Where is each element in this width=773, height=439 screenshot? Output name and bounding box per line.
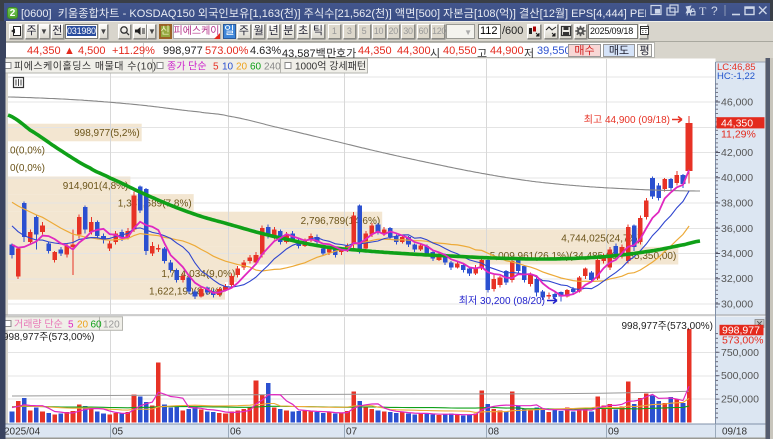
svg-text:120: 120 [103, 320, 120, 331]
svg-text:11,29%: 11,29% [721, 129, 756, 141]
svg-text:2025/04: 2025/04 [4, 427, 41, 438]
svg-text:LC:46,85: LC:46,85 [717, 62, 756, 73]
svg-text:36,000: 36,000 [721, 223, 753, 235]
svg-text:1000억 강세패턴: 1000억 강세패턴 [295, 61, 366, 73]
svg-text:최고 44,900 (09/18): 최고 44,900 (09/18) [584, 114, 670, 126]
svg-text:10: 10 [222, 62, 234, 73]
svg-text:42,000: 42,000 [721, 147, 753, 159]
svg-text:250,000: 250,000 [721, 394, 759, 406]
svg-text:06: 06 [230, 427, 242, 438]
svg-text:240: 240 [264, 62, 281, 73]
svg-text:피에스케이홀딩스 매물대 수(10): 피에스케이홀딩스 매물대 수(10) [14, 60, 157, 73]
svg-text:998,977주(573,00%): 998,977주(573,00%) [3, 332, 95, 343]
svg-text:1,387,689(7,8%): 1,387,689(7,8%) [118, 198, 192, 209]
svg-text:1,622,190(8,5%): 1,622,190(8,5%) [149, 286, 223, 297]
svg-text:60: 60 [250, 62, 262, 73]
svg-text:998,977: 998,977 [722, 325, 760, 337]
svg-text:38,000: 38,000 [721, 198, 753, 210]
svg-text:750,000: 750,000 [721, 347, 759, 359]
svg-text:09: 09 [608, 427, 620, 438]
svg-text:09/18: 09/18 [722, 427, 747, 438]
svg-text:573,00%: 573,00% [722, 335, 763, 347]
svg-text:44,350: 44,350 [721, 117, 753, 129]
svg-text:05: 05 [112, 427, 124, 438]
svg-text:30,000: 30,000 [721, 299, 753, 311]
svg-text:최저 30,200 (08/20): 최저 30,200 (08/20) [459, 295, 545, 307]
svg-text:998,977(5,2%): 998,977(5,2%) [74, 128, 140, 139]
svg-text:500,000: 500,000 [721, 370, 759, 382]
svg-text:HC:-1,22: HC:-1,22 [717, 71, 755, 82]
svg-text:40,000: 40,000 [721, 172, 753, 184]
svg-text:34,000: 34,000 [721, 248, 753, 260]
svg-text:T: T [699, 4, 707, 18]
svg-text:60: 60 [91, 320, 103, 331]
svg-text:998,977주(573,00%): 998,977주(573,00%) [622, 321, 714, 332]
svg-text:46,000: 46,000 [721, 97, 753, 109]
svg-text:20: 20 [77, 320, 89, 331]
svg-text:?: ? [711, 4, 718, 18]
svg-text:4,744,025(24,7%): 4,744,025(24,7%) [561, 234, 641, 245]
svg-text:32,000: 32,000 [721, 273, 753, 285]
svg-text:2,796,789(14,6%): 2,796,789(14,6%) [301, 216, 381, 227]
svg-text:0(0,0%): 0(0,0%) [10, 163, 45, 174]
svg-text:914,901(4,8%): 914,901(4,8%) [63, 181, 129, 192]
svg-text:거래량 단순: 거래량 단순 [14, 319, 63, 331]
svg-text:5: 5 [68, 320, 74, 331]
svg-text:종가 단순: 종가 단순 [167, 61, 207, 73]
svg-text:5: 5 [213, 62, 219, 73]
svg-text:20: 20 [236, 62, 248, 73]
svg-text:0(0,0%): 0(0,0%) [10, 146, 45, 157]
svg-text:07: 07 [346, 427, 358, 438]
svg-text:08: 08 [488, 427, 500, 438]
svg-text:1,714,034(9,0%): 1,714,034(9,0%) [161, 269, 235, 280]
